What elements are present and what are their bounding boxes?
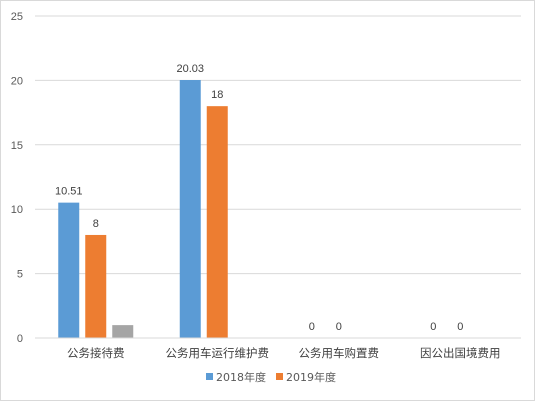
bar bbox=[112, 325, 134, 338]
y-tick-label: 5 bbox=[17, 269, 23, 281]
legend: 2018年度 2019年度 bbox=[206, 370, 336, 384]
x-tick-label: 公务接待费 bbox=[67, 346, 125, 360]
data-label: 0 bbox=[336, 321, 342, 333]
y-tick-label: 20 bbox=[11, 75, 23, 87]
y-tick-label: 0 bbox=[17, 333, 23, 345]
bar bbox=[58, 202, 80, 338]
data-label: 0 bbox=[309, 321, 315, 333]
data-label: 18 bbox=[211, 89, 223, 101]
data-label: 0 bbox=[430, 321, 436, 333]
bar bbox=[179, 80, 201, 338]
x-tick-label: 公务用车购置费 bbox=[299, 346, 380, 360]
y-axis-ticks: 0 5 10 15 20 25 bbox=[11, 11, 23, 345]
bars bbox=[58, 80, 228, 338]
gridlines bbox=[35, 15, 521, 275]
y-tick-label: 15 bbox=[11, 140, 23, 152]
legend-swatch bbox=[206, 373, 213, 380]
legend-label: 2019年度 bbox=[286, 370, 336, 384]
bar bbox=[206, 106, 228, 338]
data-label: 0 bbox=[457, 321, 463, 333]
x-tick-label: 公务用车运行维护费 bbox=[166, 346, 270, 360]
x-tick-label: 因公出国境费用 bbox=[420, 346, 501, 360]
data-label: 8 bbox=[93, 218, 99, 230]
legend-swatch bbox=[276, 373, 283, 380]
bar bbox=[85, 234, 107, 338]
y-tick-label: 25 bbox=[11, 11, 23, 23]
legend-label: 2018年度 bbox=[216, 370, 266, 384]
data-labels: 10.51 8 20.03 18 0 0 0 0 bbox=[55, 63, 463, 333]
y-tick-label: 10 bbox=[11, 204, 23, 216]
x-axis: 公务接待费 公务用车运行维护费 公务用车购置费 因公出国境费用 bbox=[35, 337, 521, 360]
data-label: 20.03 bbox=[176, 63, 204, 75]
data-label: 10.51 bbox=[55, 186, 83, 198]
